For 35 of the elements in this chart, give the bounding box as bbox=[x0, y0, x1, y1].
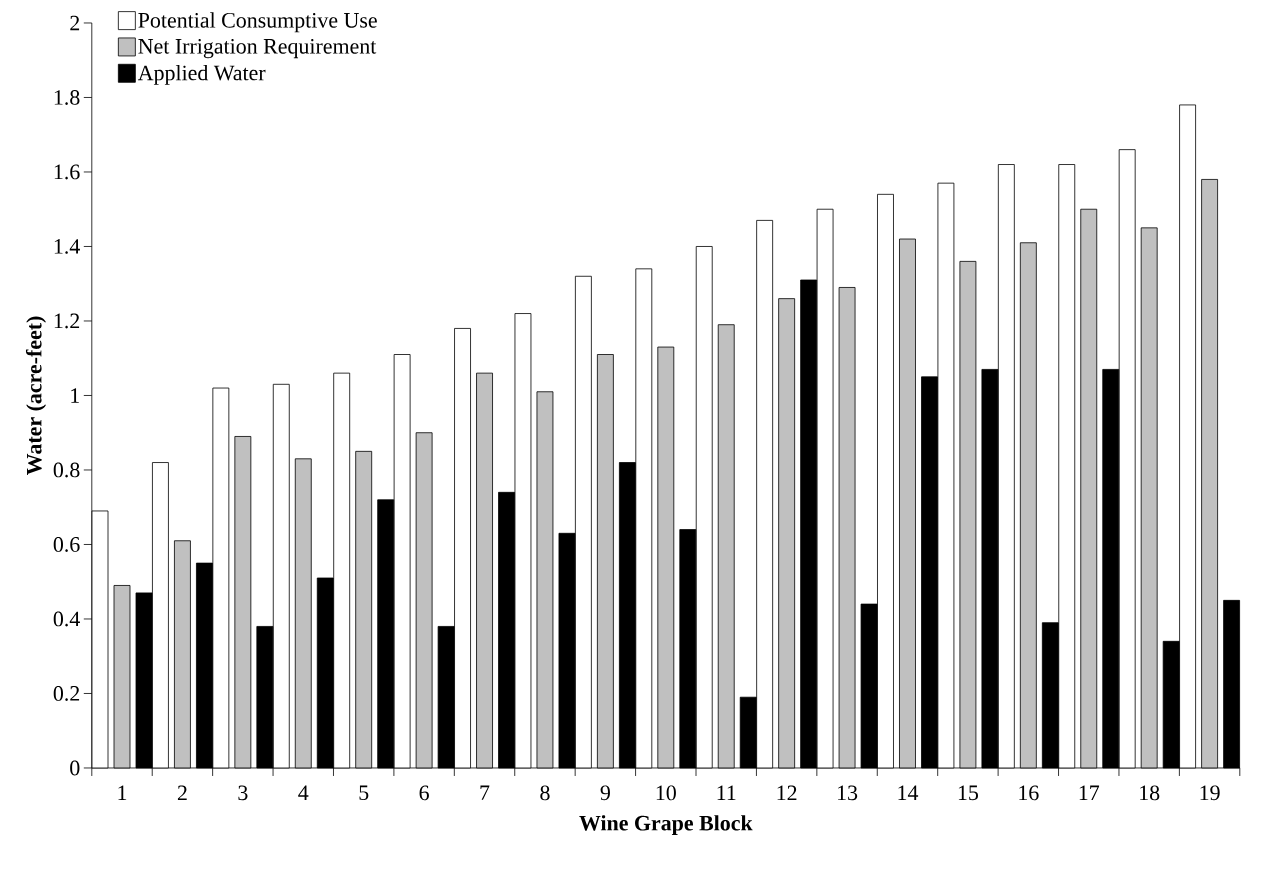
y-tick-label: 2 bbox=[70, 15, 80, 31]
x-tick-label: 8 bbox=[540, 785, 550, 801]
x-tick-label: 7 bbox=[480, 785, 490, 800]
x-tick-label: 4 bbox=[298, 785, 309, 800]
y-tick-label: 0.2 bbox=[53, 686, 80, 701]
x-tick-label: 14 bbox=[898, 785, 919, 800]
y-tick-label: 0.4 bbox=[53, 611, 80, 627]
x-tick-label: 5 bbox=[359, 785, 369, 801]
y-tick-label: 1 bbox=[71, 388, 79, 403]
y-tick-label: 1.8 bbox=[54, 90, 80, 105]
x-tick-label: 10 bbox=[656, 785, 676, 801]
x-axis-title: Wine Grape Block bbox=[579, 815, 753, 836]
x-tick-label: 1 bbox=[118, 785, 127, 800]
y-tick-label: 1.2 bbox=[54, 313, 80, 329]
x-tick-label: 12 bbox=[777, 785, 797, 801]
x-tick-label: 3 bbox=[238, 785, 248, 801]
y-tick-label: 0 bbox=[70, 760, 80, 776]
x-tick-label: 17 bbox=[1079, 785, 1100, 800]
legend-label: Potential Consumptive Use bbox=[138, 12, 377, 33]
x-tick-label: 13 bbox=[838, 785, 858, 801]
y-tick-label: 1.4 bbox=[54, 239, 80, 254]
y-axis-title: Water (acre-feet) bbox=[25, 316, 47, 475]
x-tick-label: 19 bbox=[1200, 785, 1220, 801]
x-tick-label: 11 bbox=[717, 785, 736, 800]
x-tick-label: 16 bbox=[1019, 785, 1039, 801]
x-tick-label: 18 bbox=[1140, 785, 1160, 801]
legend-label: Net Irrigation Requirement bbox=[138, 38, 377, 59]
x-tick-label: 6 bbox=[419, 785, 429, 801]
y-tick-label: 0.8 bbox=[53, 462, 80, 478]
x-tick-label: 9 bbox=[600, 785, 610, 801]
x-tick-label: 2 bbox=[177, 785, 187, 801]
y-tick-label: 0.6 bbox=[53, 537, 80, 552]
x-tick-label: 15 bbox=[958, 785, 979, 801]
y-tick-label: 1.6 bbox=[54, 164, 80, 180]
legend-label: Applied Water bbox=[137, 64, 266, 85]
